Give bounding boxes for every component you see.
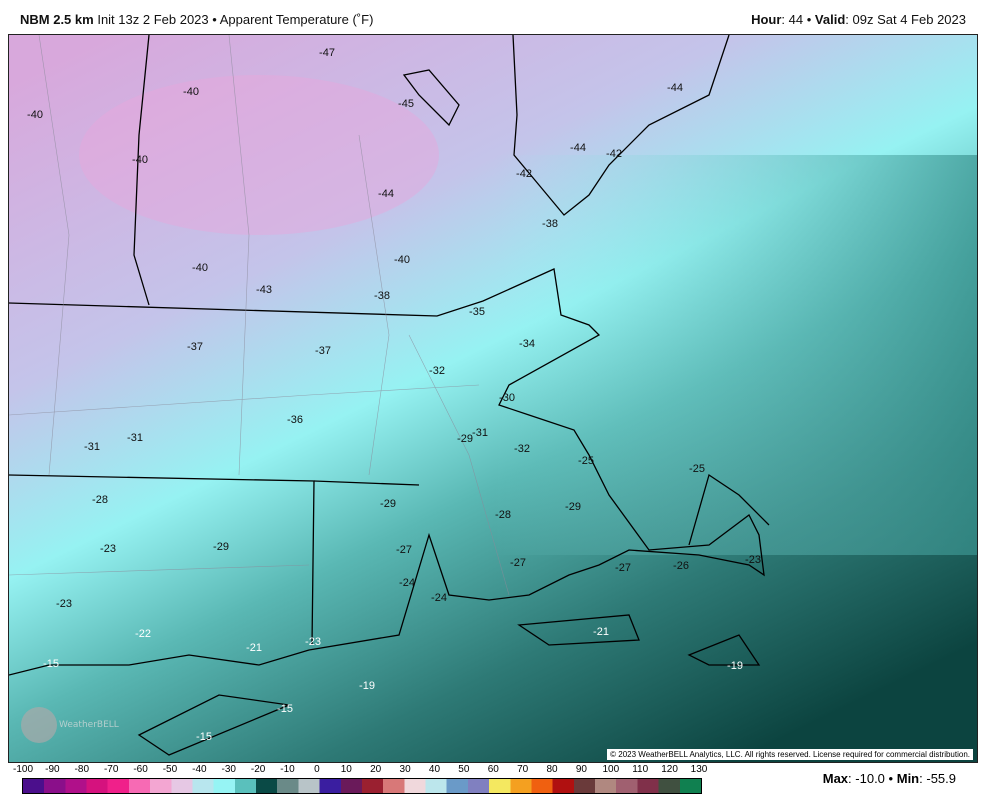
- temperature-label: -23: [100, 543, 116, 555]
- ocean-field: [9, 155, 977, 555]
- temperature-label: -38: [542, 218, 558, 230]
- colorbar-tick: 30: [399, 764, 411, 775]
- colorbar-tick: -20: [250, 764, 266, 775]
- temperature-label: -27: [396, 544, 412, 556]
- temperature-label: -23: [745, 554, 761, 566]
- colorbar-tick: -90: [45, 764, 60, 775]
- temperature-label: -32: [429, 365, 445, 377]
- weatherbell-logo: WeatherBELL: [21, 707, 119, 743]
- colorbar-tick: 20: [370, 764, 382, 775]
- temperature-label: -29: [213, 541, 229, 553]
- svg-text:WeatherBELL: WeatherBELL: [59, 720, 119, 730]
- temperature-label: -22: [135, 628, 151, 640]
- temperature-label: -44: [378, 188, 394, 200]
- temperature-label: -45: [398, 98, 414, 110]
- temperature-label: -27: [615, 562, 631, 574]
- colorbar: [22, 778, 702, 794]
- colorbar-tick: -70: [103, 764, 119, 775]
- colorbar-tick: -10: [280, 764, 295, 775]
- temperature-label: -24: [431, 592, 447, 604]
- temperature-label: -42: [606, 148, 622, 160]
- temperature-labels: -47 -40 -45 -44 -40 -40 -44 -42 -42 -44 -38 -40 -40 -…: [27, 47, 761, 743]
- copyright-notice: © 2023 WeatherBELL Analytics, LLC. All r…: [607, 749, 973, 760]
- colorbar-tick: 60: [487, 764, 499, 775]
- temperature-label: -40: [132, 154, 148, 166]
- temperature-label: -29: [380, 498, 396, 510]
- temperature-label: -27: [510, 557, 526, 569]
- colorbar-tick: 90: [575, 764, 587, 775]
- temperature-label: -47: [319, 47, 335, 59]
- colorbar-tick: 100: [602, 764, 620, 775]
- colorbar-tick: -100: [12, 764, 34, 775]
- valid-time: Hour: 44 • Valid: 09z Sat 4 Feb 2023: [751, 12, 966, 27]
- temperature-label: -21: [246, 642, 262, 654]
- colorbar-tick: 120: [661, 764, 678, 775]
- temperature-label: -31: [84, 441, 100, 453]
- county-lines: [9, 35, 510, 596]
- temperature-label: -29: [457, 433, 473, 445]
- temperature-label: -28: [495, 509, 511, 521]
- colorbar-tick: 40: [428, 764, 441, 775]
- colorbar-tick: 0: [314, 764, 320, 775]
- temperature-map[interactable]: -47 -40 -45 -44 -40 -40 -44 -42 -42 -44 -38 -40 -40 -…: [8, 34, 978, 763]
- colorbar-tick: 130: [690, 764, 708, 775]
- temperature-label: -25: [578, 455, 594, 467]
- temperature-label: -15: [43, 658, 59, 670]
- temperature-label: -40: [183, 86, 199, 98]
- coastlines-borders: [9, 35, 770, 756]
- temperature-label: -26: [673, 560, 689, 572]
- colorbar-tick: -60: [133, 764, 148, 775]
- temperature-label: -15: [196, 731, 212, 743]
- temperature-label: -44: [570, 142, 586, 154]
- colorbar-tick: -50: [162, 764, 178, 775]
- temperature-label: -37: [315, 345, 331, 357]
- map-title: NBM 2.5 km Init 13z 2 Feb 2023 • Apparen…: [20, 12, 374, 27]
- temperature-label: -15: [277, 703, 293, 715]
- temperature-label: -24: [399, 577, 415, 589]
- max-min-stats: Max: -10.0 • Min: -55.9: [822, 771, 956, 786]
- temperature-label: -34: [519, 338, 535, 350]
- temperature-label: -40: [27, 109, 43, 121]
- colorbar-tick: 80: [546, 764, 558, 775]
- temperature-label: -37: [187, 341, 203, 353]
- temperature-label: -29: [565, 501, 581, 513]
- temperature-label: -23: [56, 598, 72, 610]
- map-canvas: -47 -40 -45 -44 -40 -40 -44 -42 -42 -44 -38 -40 -40 -…: [9, 35, 977, 762]
- colorbar-tick: 110: [632, 764, 649, 775]
- temperature-label: -28: [92, 494, 108, 506]
- colorbar-tick: -80: [74, 764, 90, 775]
- temperature-label: -30: [499, 392, 515, 404]
- temperature-label: -32: [514, 443, 530, 455]
- colorbar-tick: 10: [340, 764, 352, 775]
- temperature-label: -25: [689, 463, 705, 475]
- colorbar-tick: 50: [458, 764, 470, 775]
- temperature-label: -40: [394, 254, 410, 266]
- temperature-label: -42: [516, 168, 532, 180]
- colorbar-tick: 70: [517, 764, 529, 775]
- temperature-label: -36: [287, 414, 303, 426]
- colorbar-tick: -30: [221, 764, 236, 775]
- temperature-label: -23: [305, 636, 321, 648]
- temperature-label: -19: [359, 680, 375, 692]
- cold-core: [79, 75, 439, 235]
- temperature-label: -31: [127, 432, 143, 444]
- temperature-label: -44: [667, 82, 683, 94]
- colorbar-tick: -40: [192, 764, 207, 775]
- temperature-label: -35: [469, 306, 485, 318]
- temperature-label: -40: [192, 262, 208, 274]
- temperature-label: -21: [593, 626, 609, 638]
- temperature-label: -38: [374, 290, 390, 302]
- temperature-label: -43: [256, 284, 272, 296]
- temperature-label: -19: [727, 660, 743, 672]
- temperature-label: -31: [472, 427, 488, 439]
